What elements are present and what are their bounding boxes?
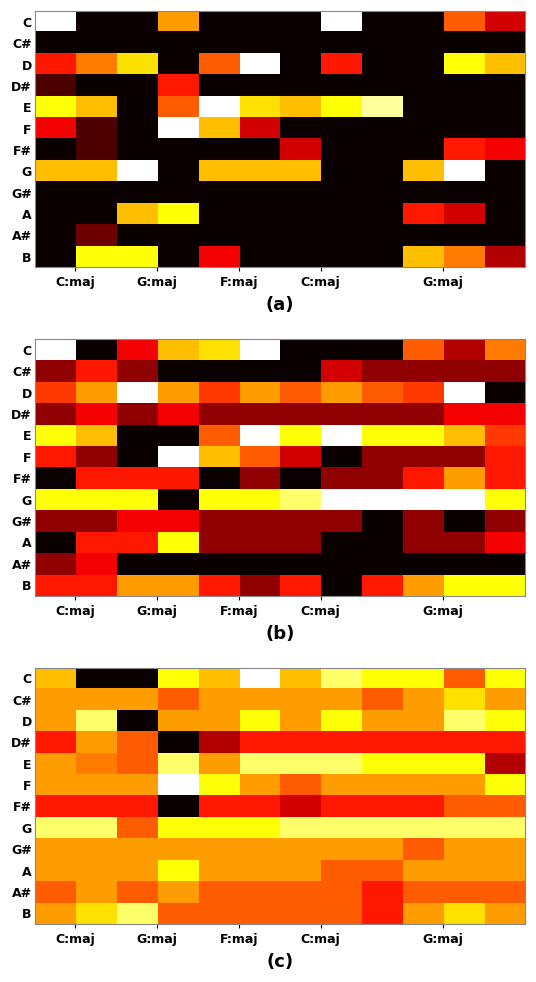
X-axis label: (a): (a): [265, 297, 294, 314]
X-axis label: (b): (b): [265, 625, 294, 642]
X-axis label: (c): (c): [266, 953, 293, 971]
